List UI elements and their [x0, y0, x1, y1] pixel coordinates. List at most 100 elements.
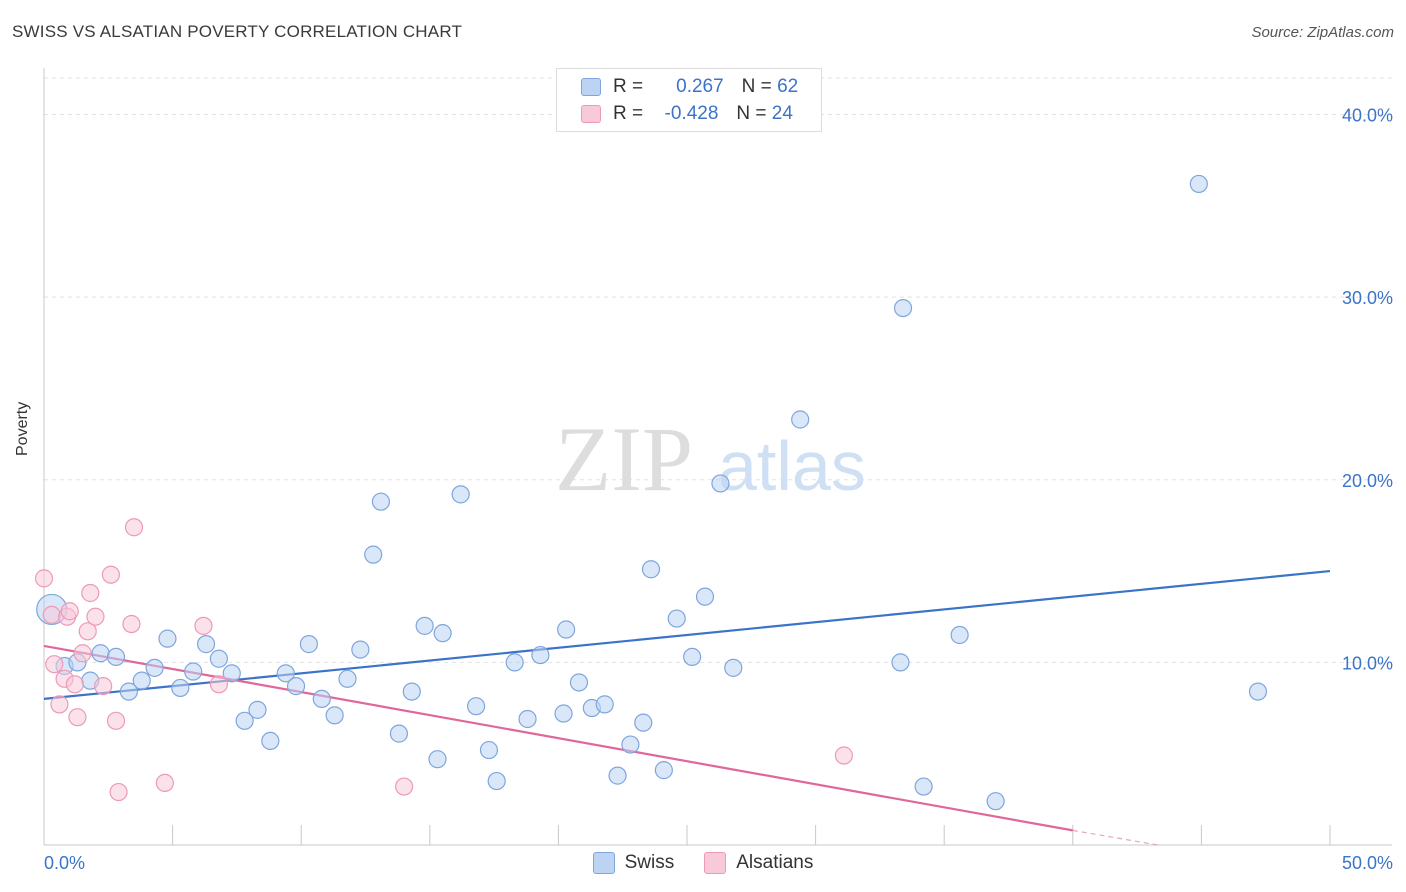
grid-layer	[44, 77, 1392, 663]
correlation-legend: R = 0.267 N = 62 R = -0.428 N = 24	[556, 68, 822, 132]
point-swiss	[451, 485, 470, 504]
point-swiss	[106, 647, 126, 667]
point-alsatian	[81, 583, 100, 603]
point-alsatian	[101, 565, 120, 584]
point-swiss	[235, 711, 254, 730]
series-legend-alsatian: Alsatians	[704, 852, 813, 874]
point-alsatian	[106, 711, 126, 730]
point-alsatian	[68, 708, 87, 727]
point-swiss	[402, 682, 421, 701]
point-alsatian	[394, 777, 414, 796]
point-swiss	[184, 662, 203, 681]
point-swiss	[608, 766, 627, 785]
series-swatch-swiss	[592, 852, 615, 874]
y-tick-label: 40.0%	[1342, 106, 1393, 126]
point-swiss	[351, 640, 370, 659]
point-swiss	[505, 653, 524, 672]
point-swiss	[891, 653, 910, 672]
x-tick-label: 0.0%	[44, 853, 85, 873]
point-swiss	[1248, 682, 1268, 701]
point-swiss	[1189, 174, 1208, 194]
watermark-zip: ZIP	[555, 408, 693, 510]
point-swiss	[312, 689, 331, 709]
chart-title: SWISS VS ALSATIAN POVERTY CORRELATION CH…	[12, 22, 463, 41]
point-swiss	[371, 492, 391, 511]
axis-layer	[43, 68, 1392, 846]
watermark-atlas: atlas	[718, 427, 866, 505]
point-swiss	[466, 697, 486, 716]
x-tick-label: 50.0%	[1342, 853, 1393, 873]
point-swiss	[914, 777, 933, 796]
point-swiss	[145, 658, 164, 677]
point-alsatian	[78, 622, 97, 641]
point-swiss	[248, 700, 267, 719]
series-legend: Swiss Alsatians	[0, 852, 1406, 874]
legend-row-swiss: R = 0.267 N = 62	[581, 75, 798, 99]
point-alsatian	[65, 675, 84, 694]
legend-r-label: R =	[613, 103, 644, 124]
legend-n-value-swiss: 62	[777, 76, 799, 97]
point-swiss	[711, 474, 730, 493]
point-swiss	[479, 740, 499, 760]
point-swiss	[654, 761, 673, 780]
point-swiss	[634, 713, 653, 732]
point-swiss	[132, 671, 151, 690]
point-swiss	[950, 625, 969, 645]
y-tick-label: 10.0%	[1342, 653, 1393, 673]
series-swatch-alsatian	[704, 852, 727, 874]
point-swiss	[389, 724, 409, 743]
point-swiss	[695, 587, 715, 606]
point-swiss	[791, 410, 810, 429]
point-swiss	[433, 624, 452, 643]
point-swiss	[209, 649, 228, 668]
legend-swatch-alsatian	[581, 105, 601, 123]
point-swiss	[299, 635, 319, 654]
legend-r-value-alsatian: -0.428	[664, 103, 719, 124]
point-swiss	[621, 735, 640, 754]
point-swiss	[364, 545, 383, 564]
point-swiss	[595, 695, 614, 714]
point-alsatian	[155, 773, 174, 793]
point-swiss	[641, 560, 661, 579]
point-swiss	[338, 669, 357, 688]
point-alsatian	[50, 695, 69, 714]
legend-row-alsatian: R = -0.428 N = 24	[581, 102, 793, 126]
point-swiss	[261, 731, 280, 751]
series-legend-swiss: Swiss	[592, 852, 675, 874]
legend-swatch-swiss	[581, 78, 601, 96]
tick-label-layer: 10.0% 20.0% 30.0% 40.0% 0.0% 50.0%	[44, 106, 1393, 873]
point-swiss	[569, 673, 589, 692]
point-swiss	[724, 658, 743, 677]
point-alsatian	[209, 675, 228, 694]
point-swiss	[487, 771, 506, 791]
point-swiss	[428, 750, 447, 769]
watermark: ZIP atlas	[555, 408, 866, 510]
point-alsatian	[194, 616, 213, 635]
point-swiss	[415, 616, 434, 635]
point-alsatian	[124, 518, 144, 537]
point-alsatian	[834, 746, 853, 765]
y-tick-label: 20.0%	[1342, 471, 1393, 491]
legend-r-label: R =	[613, 76, 644, 97]
point-swiss	[518, 709, 537, 729]
points-layer	[34, 174, 1268, 811]
point-swiss	[667, 609, 686, 628]
point-swiss	[276, 664, 295, 683]
point-alsatian	[109, 782, 128, 802]
point-swiss	[531, 645, 550, 665]
point-alsatian	[60, 602, 79, 621]
series-label-alsatian: Alsatians	[736, 852, 814, 873]
y-tick-label: 30.0%	[1342, 288, 1393, 308]
legend-n-value-alsatian: 24	[771, 103, 793, 124]
point-swiss	[196, 635, 216, 654]
point-swiss	[986, 792, 1005, 811]
trend-line-extension	[1072, 829, 1158, 846]
legend-n-label: N =	[741, 76, 772, 97]
point-alsatian	[45, 655, 64, 674]
legend-r-value-swiss: 0.267	[676, 76, 724, 97]
trend-layer	[43, 569, 1331, 846]
point-swiss	[893, 299, 913, 318]
series-label-swiss: Swiss	[624, 852, 675, 873]
point-alsatian	[42, 605, 61, 625]
